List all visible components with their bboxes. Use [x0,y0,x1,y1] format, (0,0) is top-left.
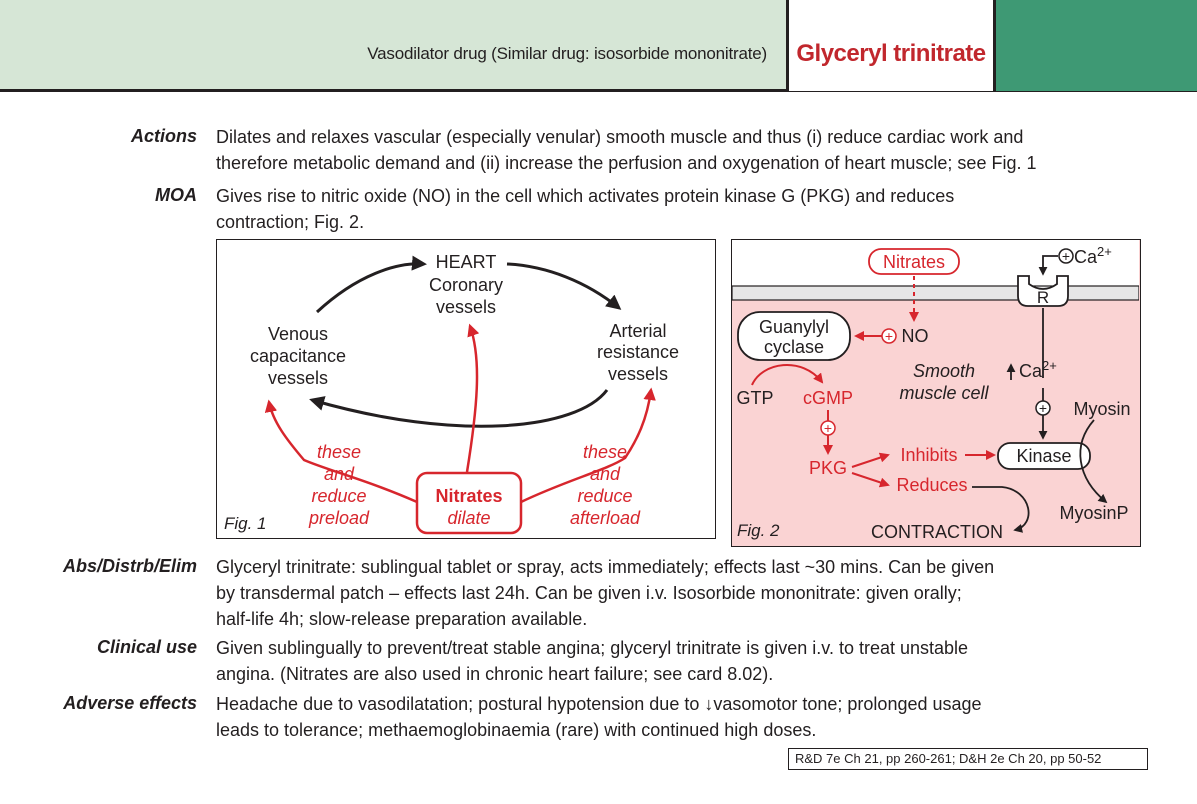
text-line: Gives rise to nitric oxide (NO) in the c… [216,186,955,206]
preload-label: reduce [311,486,366,506]
myosinp-label: MyosinP [1059,503,1128,523]
header-band: Vasodilator drug (Similar drug: isosorbi… [0,0,1197,92]
figure-1-caption: Fig. 1 [224,514,267,533]
cgmp-label: cGMP [803,388,853,408]
pkg-label: PKG [809,458,847,478]
guanylyl-label: cyclase [764,337,824,357]
venous-label: vessels [268,368,328,388]
guanylyl-cyclase-box [737,311,851,361]
title-box: Glyceryl trinitrate [786,0,996,91]
nitrates-arrow-to-venous [264,399,418,504]
nitrates-label: Nitrates [435,486,502,506]
plus-symbol: + [1039,400,1047,416]
section-label-actions: Actions [130,126,197,146]
afterload-label: and [590,464,621,484]
gtp-to-cgmp-arrow [751,364,824,386]
section-label-clinical: Clinical use [96,637,197,657]
section-label-abs: Abs/Distrb/Elim [62,556,197,576]
dilate-label: dilate [447,508,490,528]
arterial-label: Arterial [609,321,666,341]
section-text-moa: Gives rise to nitric oxide (NO) in the c… [216,183,1146,235]
plus-symbol: + [824,420,832,436]
plus-symbol [881,328,897,344]
flow-arrow-venous-to-heart [315,255,427,314]
text-line: half-life 4h; slow-release preparation a… [216,609,588,629]
inhibits-label: Inhibits [900,445,957,465]
smooth-muscle-label: Smooth [913,361,975,381]
nitrates-pill [868,248,960,275]
pkg-to-inhibits-arrow [851,452,890,468]
afterload-label: afterload [570,508,641,528]
afterload-label: reduce [577,486,632,506]
plus-symbol [1058,248,1074,264]
text-line: contraction; Fig. 2. [216,212,365,232]
gtp-label: GTP [736,388,773,408]
section-text-clinical: Given sublingually to prevent/treat stab… [216,635,1146,687]
figure-2-caption: Fig. 2 [737,521,780,540]
reduces-label: Reduces [896,475,967,495]
heart-label: HEART [436,252,497,272]
heart-label: Coronary [429,275,503,295]
myosin-label: Myosin [1073,399,1130,419]
receptor-shape [1017,275,1069,307]
receptor-label: R [1037,288,1049,307]
section-label-moa: MOA [155,185,197,205]
drug-class-subtitle: Vasodilator drug (Similar drug: isosorbi… [367,44,767,63]
flow-arrow-arterial-to-venous [309,389,609,428]
contraction-label: CONTRACTION [871,522,1003,542]
preload-label: these [317,442,361,462]
preload-label: preload [308,508,370,528]
heart-label: vessels [436,297,496,317]
page-title: Glyceryl trinitrate [796,40,986,67]
text-line: Headache due to vasodilatation; postural… [216,694,982,714]
myosin-phosphorylation-arrow [1079,419,1108,504]
figure-2: Nitrates R + Ca2+ Ca2+ + Myosin Guanylyl… [731,239,1141,547]
flow-arrow-heart-to-arterial [506,262,622,310]
plus-symbol: + [1062,248,1070,264]
plus-symbol [820,420,836,436]
text-line: by transdermal patch – effects last 24h.… [216,583,962,603]
plus-symbol: + [885,328,893,344]
venous-label: Venous [268,324,328,344]
ca-top-label: Ca2+ [1074,244,1112,267]
reduces-to-contraction-arrow [972,486,1030,533]
text-line: angina. (Nitrates are also used in chron… [216,664,774,684]
no-label: NO [902,326,929,346]
nitrates-label: Nitrates [883,252,945,272]
figure-1-diagram: HEART Coronary vessels Venous capacitanc… [224,252,679,535]
smooth-muscle-label: muscle cell [899,383,989,403]
ca-in-label: Ca2+ [1019,358,1057,381]
venous-label: capacitance [250,346,346,366]
ca-entry-arrow [1038,255,1058,276]
guanylyl-label: Guanylyl [759,317,829,337]
plus-symbol [1035,400,1051,416]
kinase-box [997,442,1091,470]
figure-2-diagram: Nitrates R + Ca2+ Ca2+ + Myosin Guanylyl… [732,240,1139,542]
nitrates-arrow-to-heart [465,323,480,473]
nitrates-box [415,471,523,535]
section-text-actions: Dilates and relaxes vascular (especially… [216,124,1146,176]
reference-box: R&D 7e Ch 21, pp 260-261; D&H 2e Ch 20, … [788,748,1148,770]
nitrates-arrow-to-arterial [520,387,656,504]
section-label-adverse: Adverse effects [63,693,197,713]
text-line: leads to tolerance; methaemoglobinaemia … [216,720,817,740]
pkg-to-reduces-arrow [851,472,890,488]
cell-membrane [732,285,1139,301]
text-line: Dilates and relaxes vascular (especially… [216,127,1024,147]
figure-1: HEART Coronary vessels Venous capacitanc… [216,239,716,539]
arterial-label: resistance [597,342,679,362]
section-text-abs: Glyceryl trinitrate: sublingual tablet o… [216,554,1146,632]
arterial-label: vessels [608,364,668,384]
text-line: Given sublingually to prevent/treat stab… [216,638,969,658]
afterload-label: these [583,442,627,462]
kinase-label: Kinase [1016,446,1071,466]
text-line: therefore metabolic demand and (ii) incr… [216,153,1037,173]
header-accent-block [996,0,1197,91]
section-text-adverse: Headache due to vasodilatation; postural… [216,691,1146,743]
text-line: Glyceryl trinitrate: sublingual tablet o… [216,557,995,577]
preload-label: and [324,464,355,484]
